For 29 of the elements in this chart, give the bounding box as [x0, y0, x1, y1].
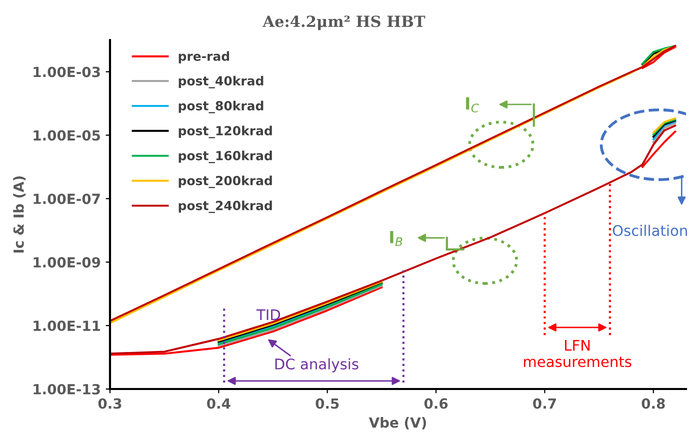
legend-label: post_40krad	[178, 76, 264, 88]
annotation: I$_{B}$	[390, 231, 402, 246]
annotation: TID	[256, 309, 280, 320]
x-axis-title: Vbe (V)	[368, 417, 426, 430]
x-tick-label: 0.8	[642, 398, 665, 409]
legend-label: post_160krad	[178, 150, 272, 164]
x-tick-label: 0.4	[207, 398, 230, 409]
legend-label: pre-rad	[178, 51, 230, 64]
x-tick-label: 0.6	[424, 398, 448, 409]
annotation: LFN measurements	[524, 340, 632, 368]
annotation: Oscillation	[612, 224, 687, 236]
legend-label: post_120krad	[178, 126, 272, 138]
chart-title: Ae:4.2μm² HS HBT	[262, 16, 426, 30]
legend-label: post_200krad	[178, 176, 272, 188]
annotation: I$_{C}$	[466, 97, 479, 112]
x-tick-label: 0.5	[316, 398, 339, 409]
x-tick-label: 0.7	[533, 398, 556, 409]
y-tick-label: 1.00E-11	[34, 320, 100, 332]
line-series	[642, 46, 676, 70]
legend-label: post_80krad	[178, 100, 264, 114]
legend-label: post_240krad	[178, 200, 272, 214]
x-tick-label: 0.3	[98, 398, 122, 409]
annotation: DC analysis	[275, 358, 358, 372]
y-tick-label: 1.00E-09	[34, 257, 100, 268]
y-tick-label: 1.00E-03	[34, 66, 100, 78]
y-axis-title: Ic & Ib (A)	[13, 176, 26, 253]
y-tick-label: 1.00E-05	[34, 130, 100, 141]
y-tick-label: 1.00E-07	[34, 194, 100, 204]
y-tick-label: 1.00E-13	[34, 384, 100, 394]
